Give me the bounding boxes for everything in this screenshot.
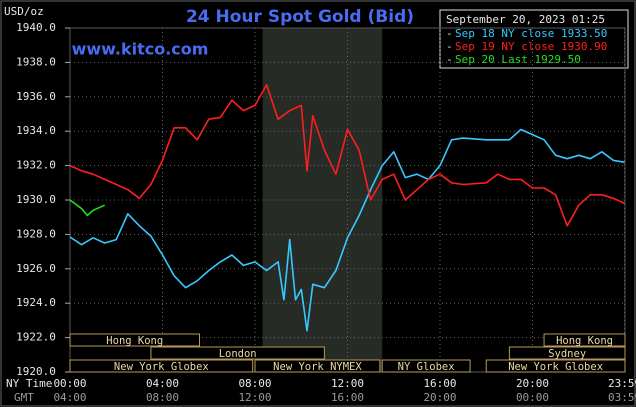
session-bar bbox=[150, 346, 325, 360]
x-tick-label: 08:00 bbox=[238, 377, 271, 390]
legend-box bbox=[439, 9, 629, 69]
legend-entry: Sep 18 NY close 1933.50 bbox=[455, 27, 607, 40]
session-bar bbox=[508, 346, 626, 360]
x-tick-label: 00:00 bbox=[53, 377, 86, 390]
y-tick-label: 1928.0 bbox=[16, 227, 56, 240]
y-tick-label: 1936.0 bbox=[16, 90, 56, 103]
x-tick-label: 20:00 bbox=[516, 377, 549, 390]
session-bar bbox=[69, 359, 254, 373]
x2-tick-label: 12:00 bbox=[238, 391, 271, 404]
y-tick-label: 1934.0 bbox=[16, 124, 56, 137]
session-bar bbox=[485, 359, 626, 373]
session-bar bbox=[69, 333, 200, 347]
x2-tick-label: 00:00 bbox=[516, 391, 549, 404]
x-tick-label: 23:59 bbox=[608, 377, 636, 390]
y-tick-label: 1920.0 bbox=[16, 365, 56, 378]
legend-marker: - bbox=[446, 27, 453, 40]
y-tick-label: 1926.0 bbox=[16, 262, 56, 275]
y-tick-label: 1940.0 bbox=[16, 21, 56, 34]
session-label: New York NYMEX bbox=[273, 361, 362, 373]
session-label: New York Globex bbox=[114, 361, 209, 373]
session-bar bbox=[543, 333, 626, 347]
series-line bbox=[69, 128, 625, 332]
x-tick-label: 12:00 bbox=[331, 377, 364, 390]
session-label: Sydney bbox=[548, 348, 586, 360]
unit-label: USD/oz bbox=[4, 5, 44, 18]
session-bar bbox=[254, 359, 381, 373]
x2-tick-label: 03:59 bbox=[608, 391, 636, 404]
y-tick-label: 1924.0 bbox=[16, 296, 56, 309]
session-bar bbox=[381, 359, 471, 373]
site-label: www.kitco.com bbox=[72, 40, 209, 59]
session-label: Hong Kong bbox=[556, 335, 613, 347]
x2-tick-label: 08:00 bbox=[146, 391, 179, 404]
series-line bbox=[69, 84, 625, 227]
session-label: NY Globex bbox=[398, 361, 455, 373]
y-tick-label: 1932.0 bbox=[16, 159, 56, 172]
chart-title: 24 Hour Spot Gold (Bid) bbox=[186, 7, 414, 27]
x2-tick-label: 20:00 bbox=[423, 391, 456, 404]
x-axis-label: NY Time bbox=[6, 377, 52, 390]
legend: September 20, 2023 01:25 - Sep 18 NY clos… bbox=[439, 9, 629, 69]
legend-marker: - bbox=[446, 53, 453, 66]
legend-entry: Sep 19 NY close 1930.90 bbox=[455, 40, 607, 53]
x-tick-label: 16:00 bbox=[423, 377, 456, 390]
y-tick-label: 1922.0 bbox=[16, 331, 56, 344]
series-line bbox=[69, 199, 106, 217]
x2-tick-label: 16:00 bbox=[331, 391, 364, 404]
session-label: London bbox=[219, 348, 257, 360]
x2-axis-label: GMT bbox=[14, 391, 34, 404]
y-tick-label: 1938.0 bbox=[16, 55, 56, 68]
session-label: Hong Kong bbox=[106, 335, 163, 347]
x2-tick-label: 04:00 bbox=[53, 391, 86, 404]
legend-entry: Sep 20 Last 1929.50 bbox=[455, 53, 581, 66]
timestamp: September 20, 2023 01:25 bbox=[446, 13, 605, 26]
session-label: New York Globex bbox=[508, 361, 603, 373]
legend-marker: - bbox=[446, 40, 453, 53]
y-tick-label: 1930.0 bbox=[16, 193, 56, 206]
x-tick-label: 04:00 bbox=[146, 377, 179, 390]
